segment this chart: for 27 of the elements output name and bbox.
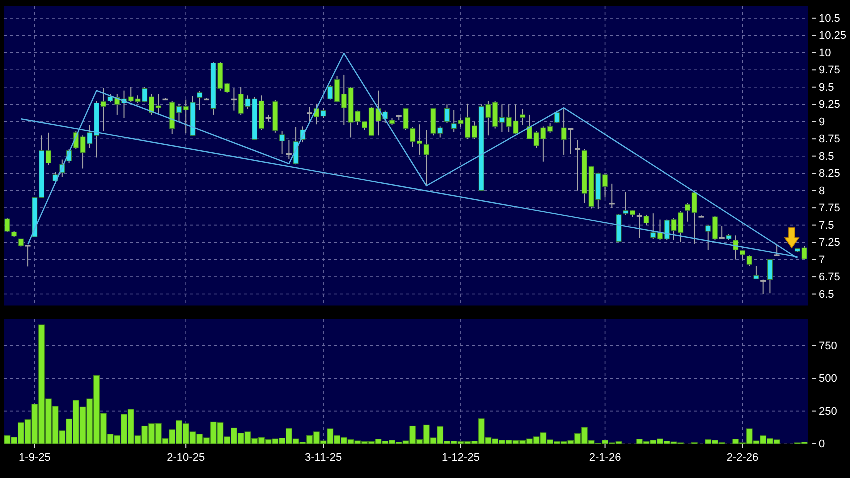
y-tick-label: 8.25 <box>819 168 840 180</box>
y-tick-label: 9.25 <box>819 99 840 112</box>
y-tick-label: 8.75 <box>819 134 840 146</box>
x-tick-label: 1-12-25 <box>442 452 480 464</box>
y-tick-label: 9 <box>819 116 826 128</box>
y-tick-label: 10 <box>819 47 832 60</box>
y-tick-label: 8.5 <box>819 150 834 163</box>
y-tick-label: 10.25 <box>819 30 847 42</box>
y-tick-label: 7 <box>819 254 826 266</box>
y-tick-label: 7.75 <box>819 202 840 215</box>
y-tick-label: 750 <box>819 340 838 352</box>
y-tick-label: 250 <box>819 406 838 418</box>
x-tick-label: 1-9-25 <box>19 452 51 464</box>
y-tick-label: 7.25 <box>819 237 840 250</box>
x-tick-label: 3-11-25 <box>304 452 342 464</box>
y-tick-label: 6.75 <box>819 272 840 284</box>
y-tick-label: 10.5 <box>819 12 840 25</box>
y-tick-label: 8 <box>819 185 826 198</box>
y-tick-label: 6.5 <box>819 288 834 301</box>
y-tick-label: 500 <box>819 373 838 386</box>
y-tick-label: 9.75 <box>819 64 840 77</box>
x-tick-label: 2-10-25 <box>167 452 206 464</box>
y-tick-label: 0 <box>819 438 826 451</box>
y-tick-label: 7.5 <box>819 220 834 232</box>
y-tick-label: 9.5 <box>819 82 834 94</box>
x-tick-label: 2-2-26 <box>726 452 759 464</box>
x-tick-label: 2-1-26 <box>589 452 622 464</box>
